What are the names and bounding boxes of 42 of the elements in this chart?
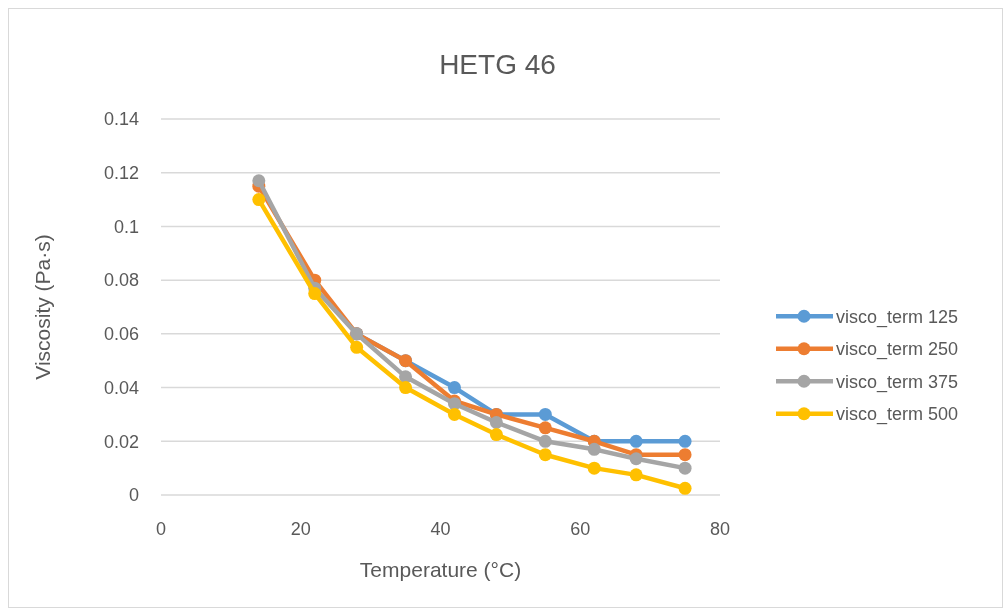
- point: [399, 381, 413, 395]
- y-tick-label: 0: [128, 485, 139, 506]
- point: [678, 448, 692, 462]
- y-tick-label: 0.02: [103, 431, 139, 452]
- legend-label: visco_term 250: [836, 339, 959, 361]
- point: [538, 407, 552, 421]
- chart-title: HETG 46: [439, 49, 556, 80]
- y-tick-label: 0.04: [103, 377, 139, 398]
- x-axis-title: Temperature (°C): [359, 558, 522, 581]
- point: [538, 421, 552, 435]
- point: [678, 481, 692, 495]
- point: [587, 442, 601, 456]
- point: [678, 461, 692, 475]
- point: [587, 461, 601, 475]
- x-tick-label: 80: [709, 519, 731, 539]
- x-tick-label: 60: [570, 519, 591, 539]
- point: [629, 434, 643, 448]
- point: [538, 448, 552, 462]
- y-tick-label: 0.12: [103, 163, 139, 184]
- point: [447, 381, 461, 395]
- point: [678, 434, 692, 448]
- point: [447, 407, 461, 421]
- point: [252, 193, 266, 207]
- point: [489, 415, 503, 429]
- point: [629, 468, 643, 482]
- point: [350, 340, 364, 354]
- legend-label: visco_term 125: [836, 306, 959, 328]
- point: [629, 452, 643, 466]
- x-tick-label: 0: [155, 519, 167, 539]
- point: [538, 434, 552, 448]
- legend-label: visco_term 500: [836, 404, 959, 426]
- y-tick-label: 0.1: [113, 216, 139, 237]
- point: [489, 428, 503, 442]
- x-tick-label: 20: [290, 519, 311, 539]
- y-tick-label: 0.14: [103, 109, 139, 130]
- point: [252, 174, 266, 188]
- x-tick-label: 40: [430, 519, 451, 539]
- y-tick-label: 0.08: [103, 270, 139, 291]
- y-tick-label: 0.06: [103, 324, 139, 345]
- point: [308, 287, 322, 301]
- y-axis-title: Viscosity (Pa·s): [31, 234, 54, 380]
- legend-label: visco_term 375: [836, 371, 959, 393]
